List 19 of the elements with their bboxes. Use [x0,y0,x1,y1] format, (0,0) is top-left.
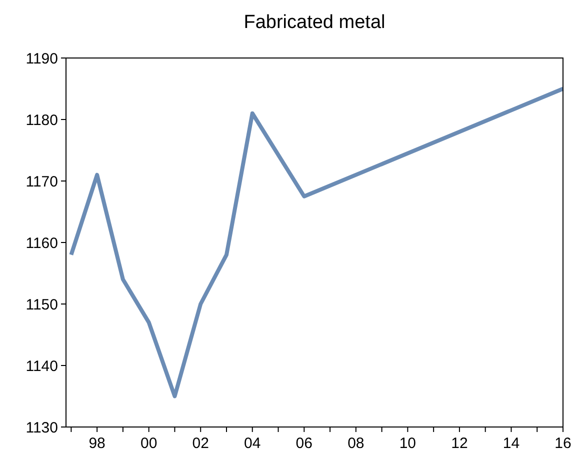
x-tick-label: 08 [348,435,364,452]
y-tick-label: 1160 [26,234,58,252]
x-tick-label: 06 [296,435,312,452]
x-tick-label: 16 [554,435,572,452]
x-tick-label: 12 [451,435,468,452]
line-series [69,86,565,398]
x-tick-label: 04 [244,435,261,452]
x-tick-label: 00 [140,435,158,452]
y-tick-label: 1170 [26,173,58,190]
y-tick-label: 1190 [26,50,58,68]
y-tick-label: 1130 [26,419,58,436]
x-tick-label: 14 [502,435,520,452]
y-tick-label: 1180 [26,112,58,129]
chart-title: Fabricated metal [244,12,386,33]
x-tick-label: 10 [399,435,416,452]
y-tick-label: 1140 [26,358,58,375]
x-tick-label: 02 [192,435,209,452]
y-tick-label: 1150 [26,296,58,314]
x-tick-label: 98 [88,435,106,452]
